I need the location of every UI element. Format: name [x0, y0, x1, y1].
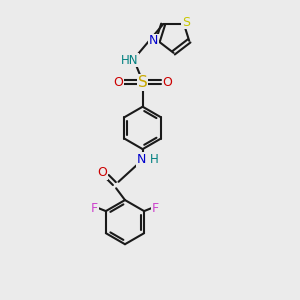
Text: H: H [149, 153, 158, 166]
Text: F: F [91, 202, 98, 215]
Text: F: F [152, 202, 159, 215]
Text: S: S [182, 16, 190, 29]
Text: S: S [138, 75, 148, 90]
Text: N: N [136, 153, 146, 166]
Text: O: O [162, 76, 172, 89]
Text: O: O [97, 166, 107, 179]
Text: N: N [149, 34, 158, 47]
Text: HN: HN [121, 54, 138, 67]
Text: O: O [113, 76, 123, 89]
